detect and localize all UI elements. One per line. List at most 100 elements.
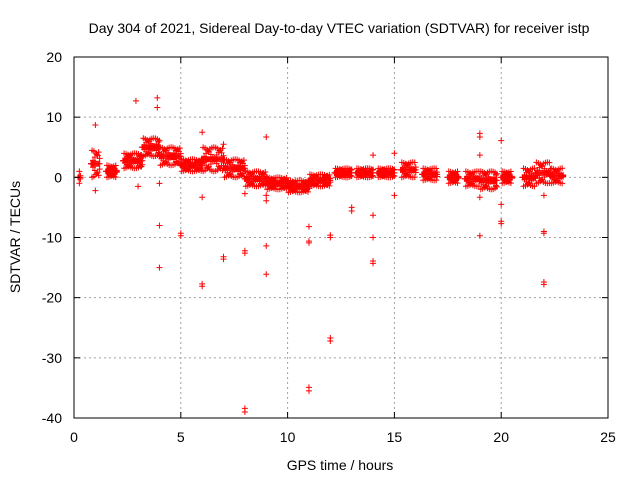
- x-tick-label: 25: [600, 429, 616, 445]
- data-point: [454, 168, 461, 175]
- data-point: [348, 208, 355, 215]
- data-point: [498, 201, 505, 208]
- data-point: [326, 171, 333, 178]
- x-tick-label: 10: [280, 429, 296, 445]
- data-point: [112, 162, 119, 169]
- data-point: [559, 180, 566, 187]
- data-point: [476, 232, 483, 239]
- data-point: [391, 192, 398, 199]
- data-point: [156, 222, 163, 229]
- data-point: [156, 180, 163, 187]
- data-point: [476, 152, 483, 159]
- data-point: [241, 250, 248, 257]
- data-point: [433, 177, 440, 184]
- data-point: [263, 134, 270, 141]
- y-tick-label: -30: [42, 350, 62, 366]
- data-point: [493, 177, 500, 184]
- data-point: [199, 129, 206, 136]
- data-point: [156, 264, 163, 271]
- data-point: [305, 239, 312, 246]
- chart-title: Day 304 of 2021, Sidereal Day-to-day VTE…: [89, 20, 590, 36]
- data-point: [498, 137, 505, 144]
- data-marks-layer: [75, 94, 567, 415]
- data-point: [199, 283, 206, 290]
- data-point: [262, 168, 269, 175]
- data-point: [96, 166, 103, 173]
- data-point: [391, 169, 398, 176]
- data-point: [559, 165, 566, 172]
- data-point: [263, 271, 270, 278]
- data-point: [263, 197, 270, 204]
- data-point: [560, 172, 567, 179]
- x-tick-label: 15: [387, 429, 403, 445]
- data-point: [92, 121, 99, 128]
- data-point: [492, 182, 499, 189]
- data-point: [507, 168, 514, 175]
- axis-ticks-layer: 0 5 10 15 20 25 -40 -30 -20 -10 0 10 20: [42, 49, 616, 445]
- data-point: [391, 150, 398, 157]
- data-point: [154, 94, 161, 101]
- data-point: [411, 159, 418, 166]
- data-point: [326, 182, 333, 189]
- data-point: [96, 155, 103, 162]
- data-point: [540, 230, 547, 237]
- data-point: [156, 137, 163, 144]
- y-tick-label: -20: [42, 290, 62, 306]
- data-point: [540, 192, 547, 199]
- data-point: [498, 220, 505, 227]
- data-point: [139, 157, 146, 164]
- data-point: [113, 168, 120, 175]
- x-tick-label: 5: [177, 429, 185, 445]
- data-point: [507, 180, 514, 187]
- data-point: [370, 234, 377, 241]
- data-point: [176, 145, 183, 152]
- data-point: [220, 256, 227, 263]
- data-point: [240, 157, 247, 164]
- x-tick-label: 20: [493, 429, 509, 445]
- data-point: [434, 171, 441, 178]
- data-point: [241, 165, 248, 172]
- data-point: [411, 174, 418, 181]
- data-point: [135, 183, 142, 190]
- data-point: [433, 165, 440, 172]
- data-point: [531, 183, 538, 190]
- y-axis-label: SDTVAR / TECUs: [7, 181, 23, 293]
- data-point: [493, 170, 500, 177]
- data-point: [155, 138, 162, 145]
- data-point: [241, 190, 248, 197]
- data-point: [76, 168, 83, 175]
- y-tick-label: -10: [42, 230, 62, 246]
- data-point: [327, 234, 334, 241]
- data-point: [177, 153, 184, 160]
- data-point: [76, 180, 83, 187]
- data-point: [112, 174, 119, 181]
- data-point: [546, 159, 553, 166]
- data-point: [370, 152, 377, 159]
- data-point: [95, 149, 102, 156]
- data-point: [263, 192, 270, 199]
- data-point: [154, 104, 161, 111]
- data-point: [305, 223, 312, 230]
- data-point: [493, 183, 500, 190]
- data-point: [492, 172, 499, 179]
- y-tick-label: 10: [46, 109, 62, 125]
- y-tick-label: -40: [42, 410, 62, 426]
- data-point: [132, 97, 139, 104]
- data-point: [327, 337, 334, 344]
- data-point: [508, 174, 515, 181]
- y-tick-label: 0: [54, 169, 62, 185]
- data-point: [177, 232, 184, 239]
- data-point: [304, 188, 311, 195]
- x-tick-label: 0: [70, 429, 78, 445]
- data-point: [370, 260, 377, 267]
- data-point: [241, 408, 248, 415]
- data-point: [263, 242, 270, 249]
- data-point: [454, 180, 461, 187]
- y-tick-label: 20: [46, 49, 62, 65]
- data-point: [155, 149, 162, 156]
- data-point: [305, 387, 312, 394]
- data-point: [219, 145, 226, 152]
- data-point: [199, 194, 206, 201]
